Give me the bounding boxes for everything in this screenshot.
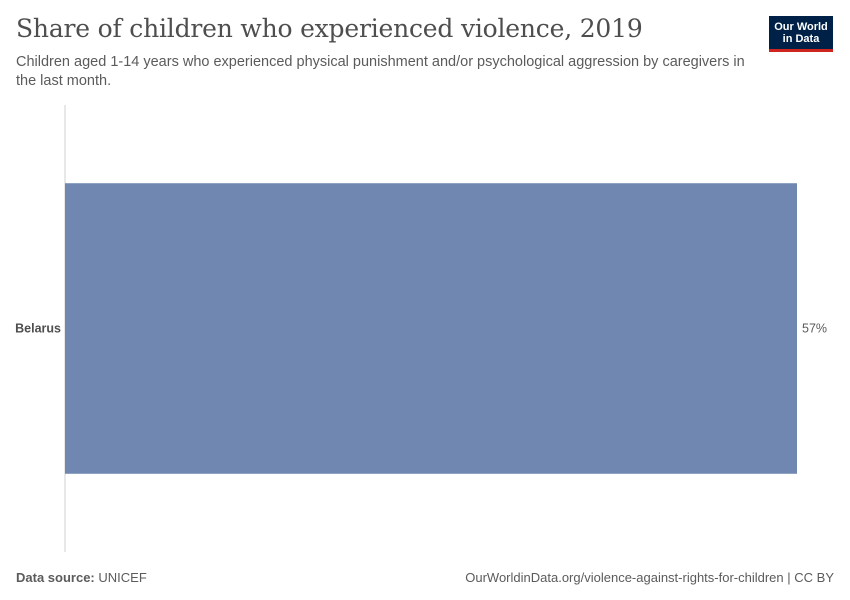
data-source-value[interactable]: UNICEF (98, 570, 147, 585)
license[interactable]: CC BY (794, 570, 834, 585)
data-source-label: Data source: (16, 570, 95, 585)
footer-links: OurWorldinData.org/violence-against-righ… (465, 570, 834, 585)
data-source: Data source: UNICEF (16, 570, 147, 585)
chart-title: Share of children who experienced violen… (16, 14, 643, 43)
category-label[interactable]: Belarus (15, 322, 61, 336)
bar-belarus[interactable] (65, 183, 797, 474)
chart-subtitle: Children aged 1-14 years who experienced… (16, 54, 745, 89)
owid-logo[interactable]: Our World in Data (769, 16, 833, 52)
value-label: 57% (802, 322, 827, 336)
logo-line-2: in Data (782, 33, 820, 45)
logo-line-1: Our World (774, 21, 828, 33)
source-url[interactable]: OurWorldinData.org/violence-against-righ… (465, 570, 784, 585)
